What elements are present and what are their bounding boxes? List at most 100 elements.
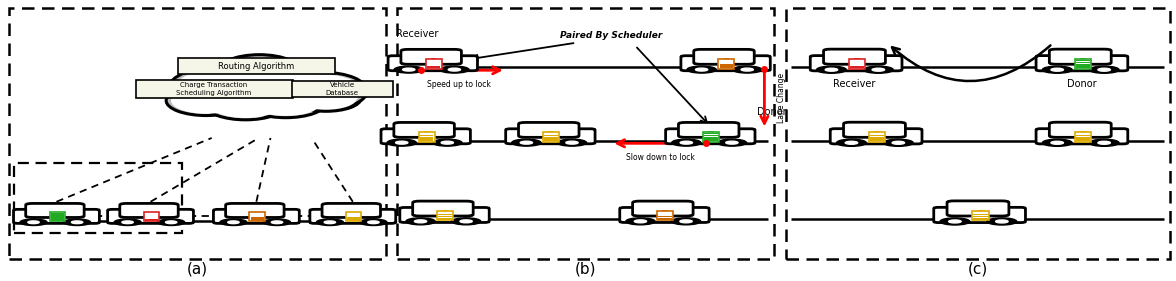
Circle shape	[626, 218, 655, 225]
Circle shape	[741, 68, 754, 71]
Bar	[870, 137, 884, 139]
Bar	[1076, 60, 1090, 61]
Circle shape	[671, 139, 701, 146]
Circle shape	[1051, 68, 1063, 71]
FancyBboxPatch shape	[400, 207, 489, 223]
Ellipse shape	[279, 72, 367, 110]
FancyBboxPatch shape	[823, 49, 886, 64]
Bar	[347, 219, 360, 221]
Bar	[786, 8, 1170, 259]
FancyBboxPatch shape	[810, 56, 902, 71]
FancyBboxPatch shape	[413, 201, 473, 216]
FancyBboxPatch shape	[843, 122, 906, 137]
Circle shape	[122, 221, 133, 224]
Bar	[544, 135, 559, 137]
Circle shape	[394, 66, 423, 73]
Bar	[51, 213, 64, 214]
Circle shape	[387, 139, 416, 146]
Ellipse shape	[169, 67, 270, 108]
Bar	[704, 137, 719, 139]
Bar	[708, 131, 714, 132]
Text: (b): (b)	[575, 262, 596, 277]
Bar	[397, 8, 774, 259]
Bar	[420, 135, 434, 137]
FancyBboxPatch shape	[381, 129, 470, 144]
Bar	[548, 131, 554, 132]
Bar	[720, 66, 734, 68]
Bar	[14, 163, 182, 233]
FancyBboxPatch shape	[620, 207, 709, 223]
FancyBboxPatch shape	[830, 129, 922, 144]
FancyBboxPatch shape	[394, 123, 454, 137]
FancyBboxPatch shape	[178, 58, 335, 74]
Circle shape	[433, 139, 462, 146]
Bar	[974, 218, 988, 220]
FancyBboxPatch shape	[26, 203, 85, 217]
Circle shape	[64, 219, 91, 225]
Circle shape	[634, 220, 647, 223]
Bar	[974, 216, 988, 217]
Bar	[1075, 132, 1091, 142]
Circle shape	[441, 141, 454, 144]
Bar	[704, 133, 719, 134]
Bar	[439, 218, 453, 219]
Circle shape	[448, 68, 461, 71]
Bar	[703, 132, 719, 142]
Bar	[1076, 137, 1090, 139]
Circle shape	[220, 219, 247, 225]
Bar	[1076, 66, 1090, 68]
Ellipse shape	[295, 87, 356, 110]
Text: Receiver: Receiver	[396, 29, 439, 39]
FancyBboxPatch shape	[947, 201, 1009, 216]
Circle shape	[414, 220, 427, 223]
Circle shape	[72, 221, 82, 224]
Bar	[9, 8, 386, 259]
Circle shape	[520, 141, 533, 144]
FancyBboxPatch shape	[519, 123, 579, 137]
Circle shape	[360, 219, 387, 225]
Ellipse shape	[175, 69, 265, 105]
Circle shape	[460, 220, 473, 223]
Bar	[419, 132, 434, 142]
Circle shape	[395, 141, 408, 144]
FancyBboxPatch shape	[679, 123, 739, 137]
Bar	[544, 137, 559, 139]
Bar	[51, 215, 64, 217]
Ellipse shape	[215, 55, 303, 93]
Circle shape	[826, 68, 837, 71]
Bar	[346, 212, 361, 221]
Circle shape	[1098, 141, 1110, 144]
Bar	[1080, 58, 1085, 59]
Bar	[430, 58, 436, 59]
Circle shape	[695, 68, 708, 71]
Circle shape	[687, 66, 716, 73]
Bar	[850, 66, 864, 68]
Ellipse shape	[206, 90, 286, 120]
Text: Paired By Scheduler: Paired By Scheduler	[560, 31, 663, 40]
FancyBboxPatch shape	[214, 209, 299, 223]
Bar	[870, 135, 884, 137]
Bar	[723, 58, 729, 59]
Circle shape	[1051, 141, 1063, 144]
Circle shape	[680, 141, 693, 144]
Bar	[427, 66, 441, 68]
Bar	[1076, 62, 1090, 64]
Circle shape	[1089, 139, 1120, 146]
FancyBboxPatch shape	[309, 209, 395, 223]
FancyBboxPatch shape	[226, 203, 285, 217]
Bar	[1076, 64, 1090, 66]
Bar	[870, 139, 884, 141]
Bar	[143, 212, 159, 221]
FancyBboxPatch shape	[388, 56, 477, 71]
Text: (a): (a)	[187, 262, 208, 277]
Circle shape	[402, 68, 415, 71]
FancyBboxPatch shape	[292, 81, 393, 97]
Bar	[347, 217, 360, 219]
FancyBboxPatch shape	[136, 80, 293, 98]
Circle shape	[316, 219, 343, 225]
Circle shape	[1042, 66, 1073, 73]
FancyBboxPatch shape	[120, 203, 179, 217]
Bar	[439, 214, 453, 215]
Bar	[1076, 139, 1090, 141]
Bar	[420, 137, 434, 139]
